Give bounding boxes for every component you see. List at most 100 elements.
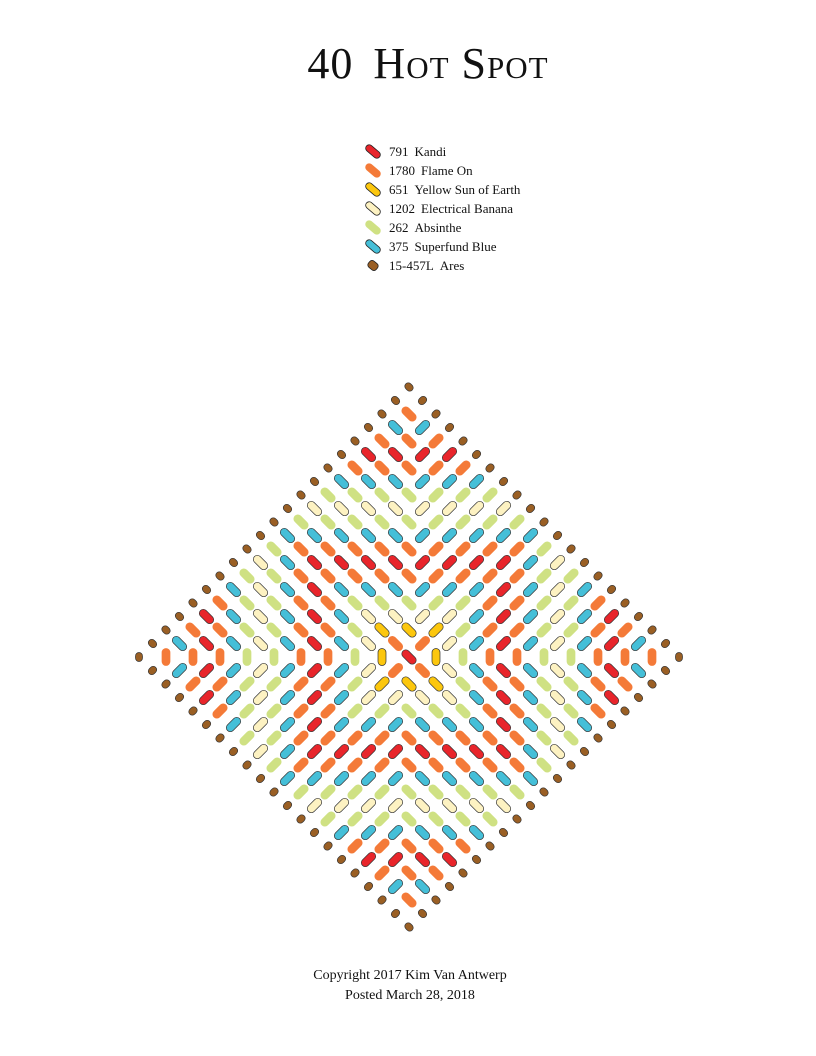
bead	[404, 382, 414, 392]
bead	[401, 865, 417, 881]
bead	[296, 648, 306, 666]
bead	[495, 581, 512, 598]
bead	[441, 797, 458, 814]
bead	[239, 622, 255, 638]
bead	[458, 648, 468, 666]
bead	[239, 595, 255, 611]
bead	[603, 635, 620, 652]
bead	[320, 757, 336, 773]
bead	[414, 689, 431, 706]
bead	[458, 868, 468, 878]
color-legend: 791 Kandi 1780 Flame On 651 Yellow Sun o…	[362, 142, 520, 275]
bead	[414, 743, 431, 760]
bead	[401, 784, 417, 800]
bead	[482, 568, 498, 584]
bead	[347, 568, 363, 584]
bead	[323, 841, 333, 851]
bead	[441, 608, 458, 625]
bead	[360, 500, 377, 517]
bead	[468, 824, 485, 841]
bead	[279, 662, 296, 679]
bead	[374, 568, 390, 584]
bead	[455, 838, 471, 854]
bead	[441, 581, 458, 598]
bead	[593, 648, 603, 666]
bead	[282, 503, 293, 514]
bead	[525, 800, 536, 811]
legend-label: Superfund Blue	[414, 238, 497, 254]
bead	[279, 581, 296, 598]
bead	[374, 676, 390, 692]
bead	[360, 473, 377, 490]
bead	[228, 746, 239, 757]
bead	[552, 773, 563, 784]
bead	[252, 635, 269, 652]
bead	[633, 611, 644, 622]
bead	[428, 514, 444, 530]
legend-label: Kandi	[414, 143, 447, 159]
bead	[320, 514, 336, 530]
bead	[428, 676, 444, 692]
bead	[428, 838, 444, 854]
bead	[387, 581, 404, 598]
bead-swatch-icon	[362, 256, 384, 275]
bead	[252, 689, 269, 706]
bead	[306, 770, 323, 787]
bead	[620, 648, 630, 666]
bead	[239, 703, 255, 719]
bead	[414, 878, 431, 895]
bead	[242, 544, 252, 554]
bead	[171, 635, 188, 652]
bead	[549, 608, 566, 625]
bead	[485, 841, 495, 851]
legend-code: 651	[389, 181, 409, 197]
bead	[495, 500, 512, 517]
bead	[374, 622, 390, 638]
bead	[306, 743, 323, 760]
bead	[563, 676, 579, 692]
bead	[468, 689, 485, 706]
bead	[293, 757, 309, 773]
bead	[498, 476, 509, 487]
bead	[333, 797, 350, 814]
bead	[387, 743, 404, 760]
bead	[225, 608, 242, 625]
bead	[225, 716, 242, 733]
bead	[660, 665, 671, 676]
bead	[482, 622, 498, 638]
bead	[552, 530, 563, 541]
bead	[590, 676, 606, 692]
bead	[566, 648, 576, 666]
bead	[495, 527, 512, 544]
bead	[336, 854, 347, 865]
bead	[522, 689, 539, 706]
bead	[252, 608, 269, 625]
bead	[590, 703, 606, 719]
bead	[576, 689, 593, 706]
bead	[198, 662, 215, 679]
posted-date: Posted March 28, 2018	[345, 988, 475, 1003]
bead	[198, 608, 215, 625]
bead	[401, 460, 417, 476]
bead	[387, 554, 404, 571]
bead	[374, 811, 390, 827]
bead	[468, 473, 485, 490]
bead	[266, 568, 282, 584]
bead	[522, 716, 539, 733]
bead	[428, 541, 444, 557]
bead	[387, 527, 404, 544]
bead	[333, 635, 350, 652]
bead	[566, 544, 576, 554]
legend-label: Absinthe	[414, 219, 462, 235]
bead	[509, 757, 525, 773]
bead	[374, 730, 390, 746]
bead	[536, 676, 552, 692]
bead	[401, 595, 417, 611]
bead	[279, 608, 296, 625]
bead	[320, 568, 336, 584]
bead	[563, 568, 579, 584]
bead	[293, 514, 309, 530]
bead	[185, 622, 201, 638]
bead	[404, 922, 414, 932]
bead	[390, 908, 401, 919]
